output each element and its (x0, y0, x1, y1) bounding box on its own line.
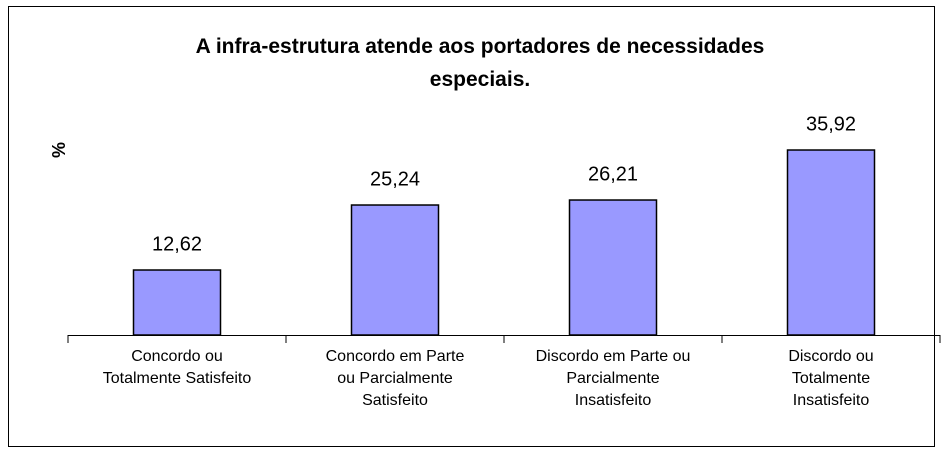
y-axis-label: % (49, 142, 69, 158)
data-label: 26,21 (588, 163, 638, 185)
chart-title: A infra-estrutura atende aos portadores … (196, 35, 765, 91)
bar (350, 204, 440, 336)
data-label: 25,24 (370, 168, 420, 190)
data-label: 12,62 (152, 233, 202, 255)
x-tick-label: Discordo ou Totalmente Insatisfeito (788, 348, 874, 409)
bar (568, 199, 658, 336)
x-tick-label: Concordo em Parte ou Parcialmente Satisf… (325, 348, 465, 409)
title-line: A infra-estrutura atende aos portadores … (196, 35, 765, 58)
x-tick-label: Discordo em Parte ou Parcialmente Insati… (535, 348, 691, 409)
x-tick-label: Concordo ou Totalmente Satisfeito (102, 348, 252, 387)
chart-border (8, 6, 935, 447)
data-label: 35,92 (806, 113, 856, 135)
bar (786, 149, 876, 336)
bar (132, 269, 222, 336)
title-line: especiais. (430, 68, 530, 91)
